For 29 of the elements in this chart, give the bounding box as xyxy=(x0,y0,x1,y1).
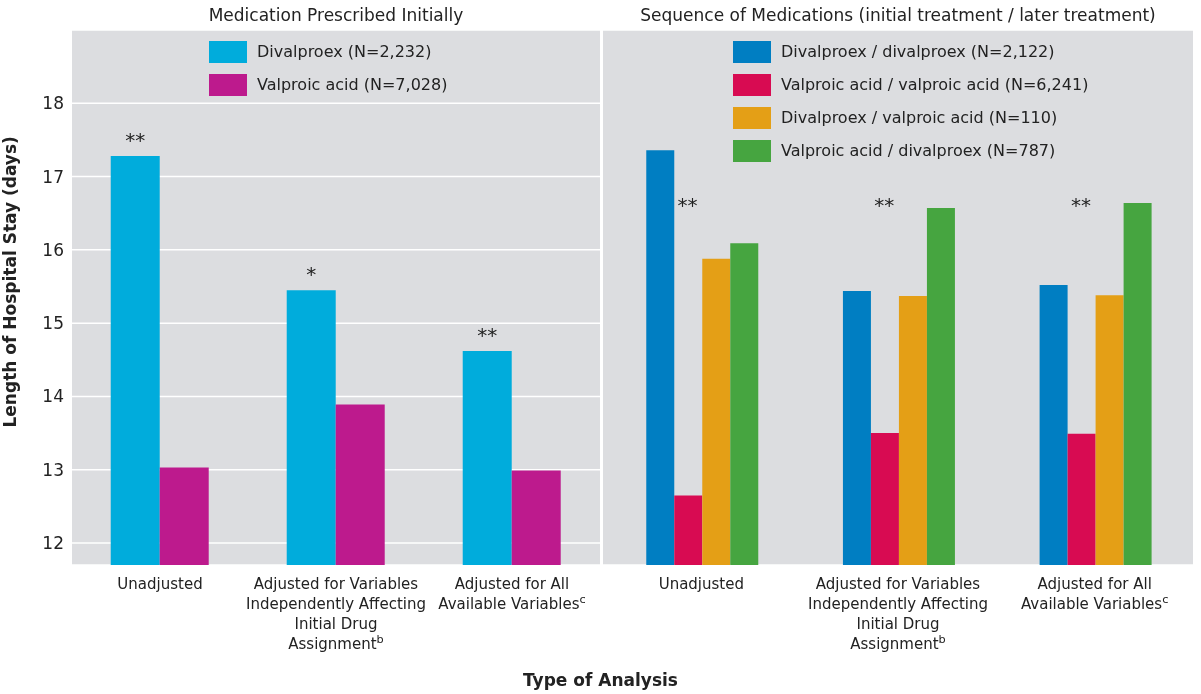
annotation: ** xyxy=(124,128,147,153)
y-tick-label: 17 xyxy=(42,166,64,187)
legend-label: Valproic acid / divalproex (N=787) xyxy=(781,141,1056,160)
chart-title: Sequence of Medications (initial treatment / later treatment) xyxy=(639,4,1157,27)
y-tick-label: 18 xyxy=(42,93,64,114)
y-tick-label: 15 xyxy=(42,313,64,334)
legend-label: Valproic acid (N=7,028) xyxy=(257,75,448,94)
chart-title: Medication Prescribed Initially xyxy=(207,4,465,27)
x-tick-label: Adjusted for Variables Independently Affecting Initial Drug Assignment$^{b}$ xyxy=(245,575,427,653)
annotation: ** xyxy=(676,192,699,217)
y-tick-label: 16 xyxy=(42,239,64,260)
legend-label: Valproic acid / valproic acid (N=6,241) xyxy=(781,75,1089,94)
y-tick-label: 13 xyxy=(42,459,64,480)
annotation: ** xyxy=(476,323,499,347)
legend-label: Divalproex / divalproex (N=2,122) xyxy=(781,42,1055,61)
annotation: * xyxy=(305,262,318,287)
x-tick-label: Unadjusted xyxy=(658,575,744,593)
annotation: ** xyxy=(873,192,896,217)
x-tick-label: Unadjusted xyxy=(117,575,203,593)
legend-label: Divalproex (N=2,232) xyxy=(257,42,432,61)
x-tick-label: Adjusted for All Available Variables$^{c}$ xyxy=(1020,575,1169,613)
annotation: ** xyxy=(1069,192,1092,217)
x-tick-label: Adjusted for Variables Independently Affecting Initial Drug Assignment$^{b}$ xyxy=(807,575,989,653)
y-tick-label: 14 xyxy=(42,386,64,407)
x-tick-label: Adjusted for All Available Variables$^{c}$ xyxy=(438,575,586,613)
y-axis-title: Length of Hospital Stay (days) xyxy=(0,136,21,428)
x-axis-title: Type of Analysis xyxy=(522,670,679,690)
legend-label: Divalproex / valproic acid (N=110) xyxy=(781,108,1058,127)
y-tick-label: 12 xyxy=(42,533,64,554)
